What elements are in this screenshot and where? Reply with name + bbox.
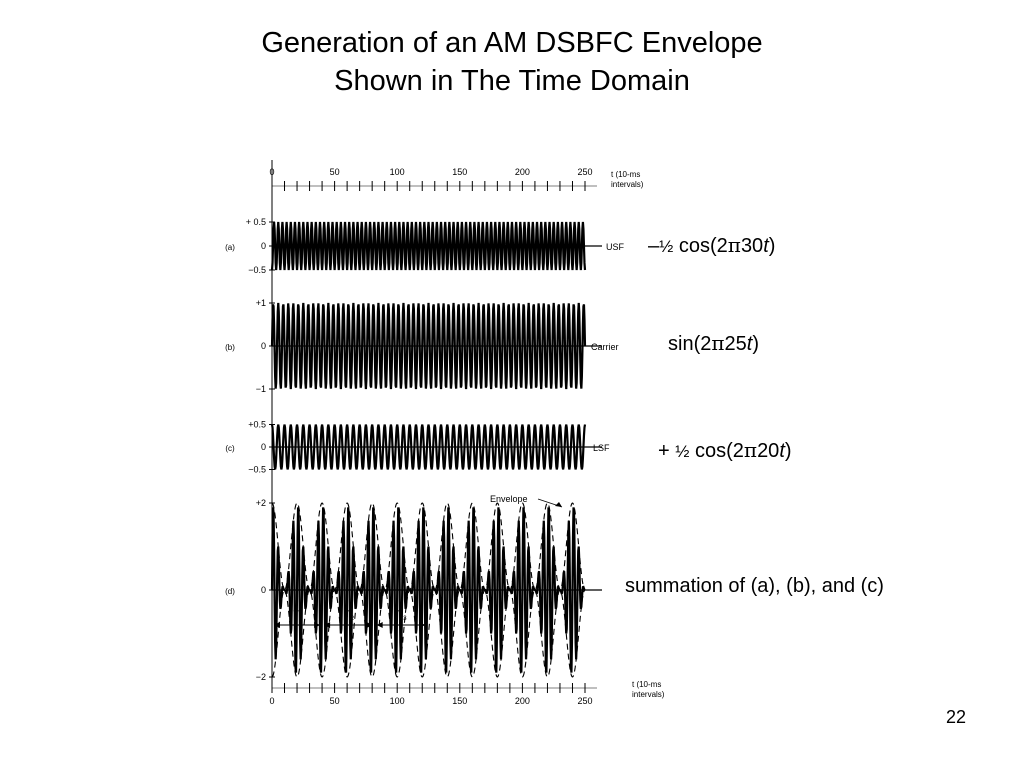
panel-b-ytick: −1	[256, 384, 266, 394]
panel-c-ytick: 0	[261, 442, 266, 452]
period-label-3: T	[397, 609, 403, 619]
top-time-axis-label: intervals)	[611, 180, 644, 189]
panel-b-label: Carrier	[591, 342, 619, 352]
period-label-2: T	[345, 609, 351, 619]
panel-d-ytick: −2	[256, 672, 266, 682]
usf-eq-num: 30	[740, 235, 764, 257]
title-line-1: Generation of an AM DSBFC Envelope	[261, 27, 763, 59]
period-arrow-right-2	[366, 622, 373, 628]
panel-c-label: LSF	[593, 443, 610, 453]
bottom-time-axis-label: t (10-ms	[632, 680, 661, 689]
panel-d-ytick: +2	[256, 498, 266, 508]
title-line-2: Shown in The Time Domain	[334, 65, 690, 97]
envelope-pointer-arrow	[555, 502, 562, 507]
period-label-1: T	[293, 609, 299, 619]
bottom-time-axis-label: intervals)	[632, 690, 665, 699]
panel-b-ytick: +1	[256, 298, 266, 308]
panel-a-letter: (a)	[225, 243, 235, 252]
period-arrow-right-1	[314, 622, 321, 628]
summation-label: summation of (a), (b), and (c)	[625, 575, 884, 597]
usf-eq-frac: ½	[659, 237, 674, 256]
carrier-eq-close: )	[752, 333, 759, 355]
panel-a-ytick: + 0.5	[246, 217, 266, 227]
panel-a-ytick: −0.5	[248, 265, 266, 275]
usf-wave	[270, 221, 587, 271]
period-arrow-left-2	[324, 622, 331, 628]
period-arrow-left-1	[274, 622, 280, 628]
lsf-eq-frac: ½	[675, 442, 690, 461]
top-time-axis-label: t (10-ms	[611, 170, 640, 179]
lsf-eq-var: t	[779, 440, 785, 462]
usf-eq-prefix: –	[648, 235, 660, 257]
top-time-tick-200: 200	[515, 167, 530, 177]
carrier-eq-var: t	[746, 333, 753, 355]
lsf-eq-fn: cos(2	[689, 440, 744, 462]
period-label-subscript-1: 1	[299, 616, 303, 622]
lsf-eq-prefix: +	[658, 440, 676, 462]
panel-a-ytick: 0	[261, 241, 266, 251]
page-number: 22	[945, 707, 966, 727]
lsf-eq-close: )	[784, 440, 792, 462]
envelope-label: Envelope	[490, 494, 528, 504]
panel-b-letter: (b)	[225, 343, 235, 352]
period-label-subscript-2: 2	[351, 616, 355, 622]
panel-a-label: USF	[606, 242, 625, 252]
panel-d-ytick: 0	[261, 585, 266, 595]
carrier-equation: sin(2π25t)	[668, 331, 759, 356]
period-label-subscript-3: 3	[403, 616, 407, 622]
top-time-tick-150: 150	[452, 167, 467, 177]
period-arrow-left-3	[376, 622, 383, 628]
bottom-time-tick-50: 50	[330, 696, 340, 706]
lsf-eq-pi: π	[743, 438, 758, 462]
carrier-eq-fn: sin(2	[668, 333, 712, 355]
lsf-eq-num: 20	[757, 440, 780, 462]
lsf-wave	[270, 424, 587, 470]
period-arrow-right-3	[419, 622, 426, 628]
panel-c-ytick: +0.5	[248, 420, 266, 430]
carrier-eq-pi: π	[711, 331, 725, 355]
top-time-tick-50: 50	[330, 167, 340, 177]
usf-eq-pi: π	[727, 233, 741, 257]
bottom-time-tick-0: 0	[269, 696, 274, 706]
usf-equation: –½ cos(2π30t)	[648, 233, 775, 258]
panel-b-ytick: 0	[261, 341, 266, 351]
top-time-tick-250: 250	[577, 167, 592, 177]
slide-title: Generation of an AM DSBFC Envelope Shown…	[0, 24, 1024, 100]
carrier-eq-num: 25	[724, 333, 747, 355]
am-modulated-wave	[270, 507, 586, 673]
usf-eq-close: )	[768, 235, 776, 257]
panel-c-letter: (c)	[225, 444, 235, 453]
top-time-tick-100: 100	[390, 167, 405, 177]
usf-eq-fn: cos(2	[673, 235, 728, 257]
bottom-time-tick-150: 150	[452, 696, 467, 706]
lsf-equation: + ½ cos(2π20t)	[658, 438, 792, 463]
panel-d-letter: (d)	[225, 587, 235, 596]
bottom-time-tick-200: 200	[515, 696, 530, 706]
bottom-time-tick-100: 100	[390, 696, 405, 706]
bottom-time-tick-250: 250	[577, 696, 592, 706]
usf-eq-var: t	[763, 235, 769, 257]
carrier-wave	[270, 302, 587, 390]
panel-c-ytick: −0.5	[248, 465, 266, 475]
